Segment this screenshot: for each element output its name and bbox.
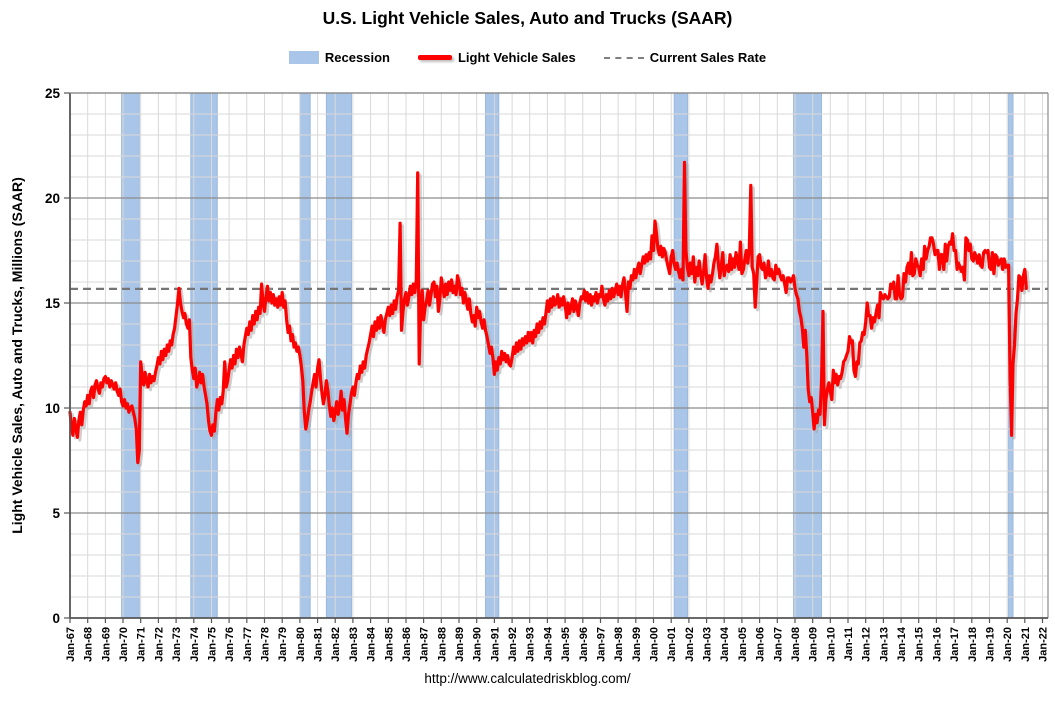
x-tick-label: Jan-68 xyxy=(83,627,95,662)
x-tick-label: Jan-82 xyxy=(330,627,342,662)
y-tick-label: 20 xyxy=(45,191,60,206)
x-tick-label: Jan-85 xyxy=(383,627,395,662)
x-tick-label: Jan-80 xyxy=(295,627,307,662)
x-tick-label: Jan-12 xyxy=(861,627,873,662)
x-tick-label: Jan-77 xyxy=(242,627,254,662)
x-tick-label: Jan-90 xyxy=(472,627,484,662)
y-tick-label: 0 xyxy=(52,611,60,626)
x-tick-label: Jan-07 xyxy=(772,627,784,662)
x-tick-label: Jan-97 xyxy=(596,627,608,662)
x-tick-label: Jan-91 xyxy=(489,627,501,662)
x-tick-label: Jan-98 xyxy=(613,627,625,662)
x-tick-label: Jan-93 xyxy=(525,627,537,662)
x-tick-label: Jan-03 xyxy=(702,627,714,662)
x-tick-label: Jan-05 xyxy=(737,627,749,662)
x-tick-label: Jan-99 xyxy=(631,627,643,662)
x-tick-label: Jan-08 xyxy=(790,627,802,662)
x-tick-label: Jan-17 xyxy=(949,627,961,662)
recession-bands xyxy=(121,92,1014,619)
legend: Recession Light Vehicle Sales Current Sa… xyxy=(0,50,1055,65)
x-tick-label: Jan-14 xyxy=(896,626,908,662)
current-rate-swatch-icon xyxy=(603,56,644,59)
recession-band xyxy=(325,92,352,619)
y-tick-labels: 0 5 10 15 20 25 xyxy=(45,86,61,626)
x-tick-label: Jan-74 xyxy=(189,626,201,662)
x-tick-label: Jan-88 xyxy=(436,627,448,662)
x-tick-label: Jan-20 xyxy=(1002,627,1014,662)
chart-title: U.S. Light Vehicle Sales, Auto and Truck… xyxy=(322,8,733,28)
y-axis-title: Light Vehicle Sales, Auto and Trucks, Mi… xyxy=(9,177,25,534)
x-tick-label: Jan-94 xyxy=(542,626,554,662)
y-tick-label: 15 xyxy=(45,296,61,311)
recession-swatch-icon xyxy=(288,51,319,64)
x-tick-label: Jan-22 xyxy=(1038,627,1050,662)
x-tick-label: Jan-69 xyxy=(100,627,112,662)
recession-band xyxy=(121,92,140,619)
x-tick-labels: Jan-67 Jan-68 Jan-69 Jan-70 Jan-71 Jan-72 Jan-… xyxy=(65,626,1050,662)
x-tick-label: Jan-79 xyxy=(277,627,289,662)
x-tick-label: Jan-89 xyxy=(454,627,466,662)
x-tick-label: Jan-18 xyxy=(967,627,979,662)
ticks xyxy=(64,92,1044,623)
legend-item-current-rate: Current Sales Rate xyxy=(603,50,767,65)
footer-url: http://www.calculatedriskblog.com/ xyxy=(424,671,631,686)
y-tick-label: 25 xyxy=(45,86,61,101)
x-tick-label: Jan-09 xyxy=(808,627,820,662)
x-tick-label: Jan-21 xyxy=(1020,627,1032,662)
legend-label-recession: Recession xyxy=(324,50,390,65)
x-tick-label: Jan-87 xyxy=(419,627,431,662)
x-tick-label: Jan-73 xyxy=(171,627,183,662)
x-tick-label: Jan-19 xyxy=(985,627,997,662)
x-tick-label: Jan-06 xyxy=(755,627,767,662)
x-tick-label: Jan-75 xyxy=(207,627,219,662)
x-tick-label: Jan-02 xyxy=(684,627,696,662)
x-tick-label: Jan-81 xyxy=(313,627,325,662)
x-tick-label: Jan-13 xyxy=(878,627,890,662)
x-tick-label: Jan-70 xyxy=(118,627,130,662)
x-tick-label: Jan-76 xyxy=(224,627,236,662)
x-tick-label: Jan-11 xyxy=(843,627,855,661)
x-tick-label: Jan-83 xyxy=(348,627,360,662)
x-tick-label: Jan-71 xyxy=(136,627,148,662)
legend-item-recession: Recession xyxy=(288,50,390,65)
x-tick-label: Jan-95 xyxy=(560,627,572,662)
sales-line xyxy=(68,160,1028,465)
x-tick-label: Jan-84 xyxy=(366,626,378,662)
recession-band xyxy=(190,92,218,619)
legend-label-current-rate: Current Sales Rate xyxy=(649,50,767,65)
x-tick-label: Jan-04 xyxy=(719,626,731,662)
x-tick-label: Jan-72 xyxy=(153,627,165,662)
x-tick-label: Jan-10 xyxy=(825,627,837,662)
y-tick-label: 10 xyxy=(45,401,60,416)
x-tick-label: Jan-01 xyxy=(666,627,678,662)
axes xyxy=(69,92,1048,619)
x-tick-label: Jan-67 xyxy=(65,627,77,662)
sales-line-swatch-icon xyxy=(417,55,452,60)
y-tick-label: 5 xyxy=(52,506,60,521)
x-tick-label: Jan-16 xyxy=(931,627,943,662)
x-tick-label: Jan-00 xyxy=(649,627,661,662)
x-tick-label: Jan-78 xyxy=(260,627,272,662)
x-tick-label: Jan-92 xyxy=(507,627,519,662)
legend-label-sales: Light Vehicle Sales xyxy=(457,50,576,65)
x-tick-label: Jan-96 xyxy=(578,627,590,662)
legend-item-sales: Light Vehicle Sales xyxy=(417,50,576,65)
x-tick-label: Jan-15 xyxy=(914,627,926,662)
x-tick-label: Jan-86 xyxy=(401,627,413,662)
grid-minor xyxy=(70,93,1048,618)
